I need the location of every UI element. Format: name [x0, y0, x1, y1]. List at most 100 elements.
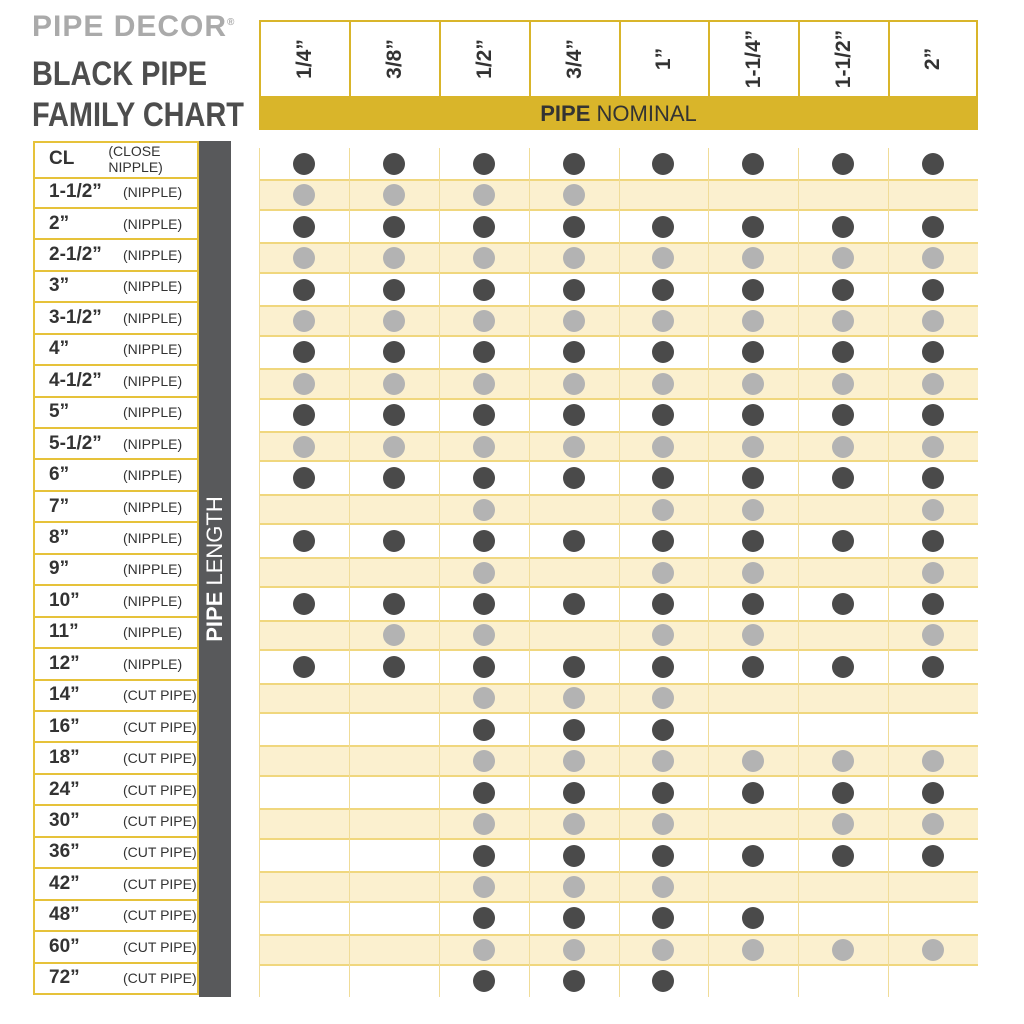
availability-dot	[472, 970, 495, 993]
column-label: 1/4”	[292, 39, 316, 79]
row-length: 5-1/2”	[49, 432, 102, 454]
availability-dot	[292, 341, 315, 364]
column-label: 1-1/4”	[742, 29, 766, 89]
availability-dot	[832, 655, 855, 678]
availability-dot	[922, 813, 945, 836]
availability-dot	[382, 247, 405, 270]
availability-dot	[562, 844, 585, 867]
availability-dot	[922, 404, 945, 427]
row-length: 36”	[49, 841, 80, 863]
availability-dot	[742, 530, 765, 553]
row-label: 2-1/2” (NIPPLE)	[33, 240, 199, 272]
band-bold: PIPE	[540, 101, 591, 126]
availability-dot	[382, 530, 405, 553]
availability-dot	[292, 592, 315, 615]
row-kind: (NIPPLE)	[123, 592, 183, 609]
row-kind: (NIPPLE)	[123, 435, 183, 452]
row-length: 72”	[49, 967, 80, 989]
availability-dot	[652, 938, 675, 961]
row-kind: (NIPPLE)	[123, 372, 183, 389]
row-kind: (NIPPLE)	[123, 467, 183, 484]
availability-dot	[832, 309, 855, 332]
availability-dot	[382, 404, 405, 427]
availability-dot	[832, 404, 855, 427]
availability-dot	[922, 781, 945, 804]
row-label: 16” (CUT PIPE)	[33, 712, 199, 744]
availability-dot	[562, 404, 585, 427]
row-length: 3-1/2”	[49, 306, 102, 328]
availability-dot	[472, 278, 495, 301]
row-length: 60”	[49, 935, 80, 957]
availability-dot	[382, 372, 405, 395]
band-label: LENGTH	[202, 496, 227, 586]
availability-dot	[472, 247, 495, 270]
availability-dot	[922, 844, 945, 867]
availability-dot	[562, 372, 585, 395]
availability-dot	[562, 278, 585, 301]
availability-dot	[652, 655, 675, 678]
row-band: PIPE LENGTH	[199, 141, 231, 997]
availability-dot	[472, 561, 495, 584]
column-line	[348, 148, 350, 997]
column-label: 1-1/2”	[832, 29, 856, 89]
row-kind: (CUT PIPE)	[123, 875, 197, 892]
availability-dot	[832, 247, 855, 270]
availability-dot	[742, 467, 765, 490]
row-label: 4” (NIPPLE)	[33, 334, 199, 367]
title: FAMILY CHART	[32, 96, 244, 134]
availability-dot	[922, 655, 945, 678]
row-kind: (CUT PIPE)	[123, 781, 197, 798]
column-line	[618, 148, 620, 997]
availability-dot	[742, 372, 765, 395]
availability-dot	[742, 341, 765, 364]
row-length: 3”	[49, 275, 70, 297]
row-label: 6” (NIPPLE)	[33, 460, 199, 492]
row-kind: (NIPPLE)	[123, 561, 183, 578]
availability-dot	[382, 278, 405, 301]
row-length: CL	[49, 148, 75, 170]
column-header: 3/8”	[348, 20, 439, 98]
row-length: 9”	[49, 558, 70, 580]
availability-dot	[382, 467, 405, 490]
availability-dot	[742, 215, 765, 238]
availability-dot	[742, 561, 765, 584]
row-label: 12” (NIPPLE)	[33, 649, 199, 681]
availability-dot	[742, 309, 765, 332]
availability-dot	[472, 781, 495, 804]
availability-dot	[742, 247, 765, 270]
availability-dot	[832, 435, 855, 458]
row-kind: (CUT PIPE)	[123, 938, 197, 955]
availability-dot	[652, 372, 675, 395]
row-length: 8”	[49, 527, 70, 549]
availability-dot	[652, 561, 675, 584]
availability-dot	[292, 435, 315, 458]
availability-dot	[472, 341, 495, 364]
availability-dot	[742, 907, 765, 930]
availability-dot	[922, 247, 945, 270]
availability-dot	[652, 592, 675, 615]
availability-dot	[922, 750, 945, 773]
availability-dot	[472, 309, 495, 332]
row-length: 4”	[49, 338, 70, 360]
availability-dot	[562, 813, 585, 836]
row-label: 3-1/2” (NIPPLE)	[33, 303, 199, 335]
availability-dot	[472, 844, 495, 867]
row-kind: (NIPPLE)	[123, 404, 183, 421]
availability-dot	[562, 184, 585, 207]
availability-dot	[292, 372, 315, 395]
availability-dot	[922, 624, 945, 647]
availability-dot	[832, 938, 855, 961]
availability-dot	[562, 718, 585, 741]
row-kind: (CUT PIPE)	[123, 813, 197, 830]
availability-dot	[472, 372, 495, 395]
row-length: 4-1/2”	[49, 369, 102, 391]
availability-dot	[472, 592, 495, 615]
column-header: 1/4”	[259, 20, 349, 98]
availability-dot	[382, 341, 405, 364]
availability-dot	[472, 907, 495, 930]
row-kind: (CUT PIPE)	[123, 750, 197, 767]
row-kind: (NIPPLE)	[123, 215, 183, 232]
column-label: 2”	[921, 47, 945, 71]
availability-dot	[652, 781, 675, 804]
availability-dot	[742, 781, 765, 804]
